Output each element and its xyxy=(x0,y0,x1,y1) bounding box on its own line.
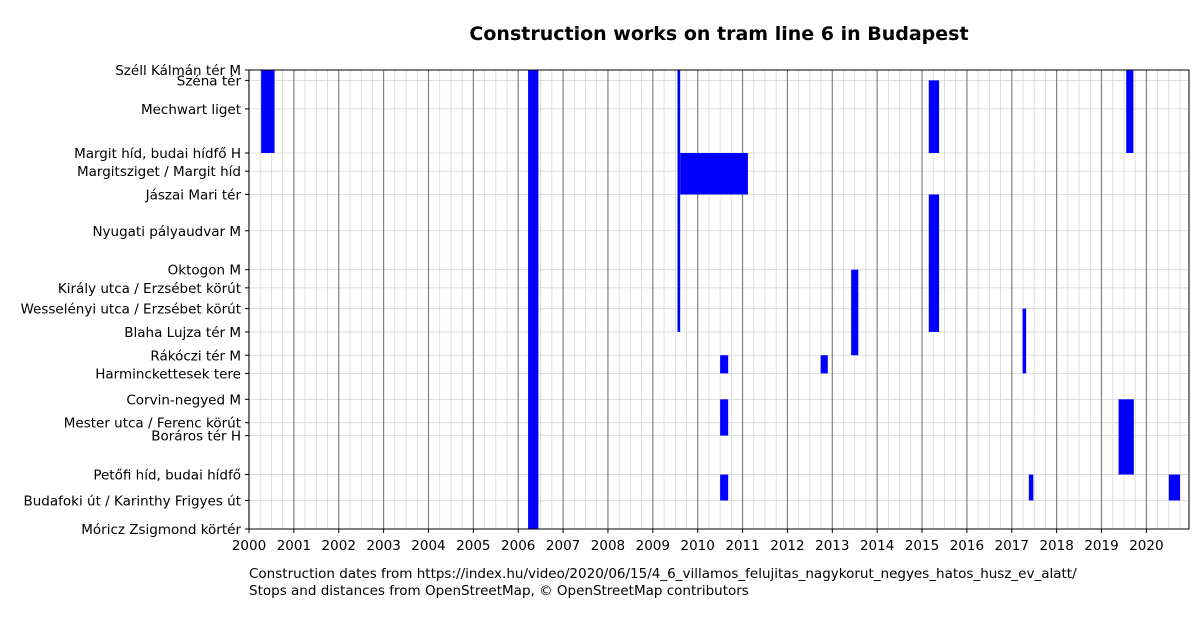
y-tick-label: Blaha Lujza tér M xyxy=(124,325,241,341)
plot-frame xyxy=(248,69,1190,530)
x-tick-label: 2012 xyxy=(770,538,804,554)
x-tick-label: 2008 xyxy=(591,538,625,554)
y-tick-label: Mechwart liget xyxy=(141,102,241,118)
x-tick-label: 2010 xyxy=(681,538,715,554)
work-bar xyxy=(928,80,940,153)
x-tick-label: 2013 xyxy=(815,538,849,554)
y-tick-label: Széll Kálmán tér M xyxy=(115,63,241,79)
work-bar xyxy=(720,474,729,501)
x-tick-label: 2015 xyxy=(905,538,939,554)
x-tick-label: 2017 xyxy=(995,538,1029,554)
y-tick-label: Rákóczi tér M xyxy=(150,348,241,364)
x-tick-label: 2011 xyxy=(725,538,759,554)
caption-line-construction-source: Construction dates from https://index.hu… xyxy=(249,566,1077,582)
work-bar xyxy=(1028,474,1034,501)
y-tick-label: Wesselényi utca / Erzsébet körút xyxy=(20,302,241,318)
y-tick-label: Corvin-negyed M xyxy=(126,392,241,408)
x-tick-label: 2002 xyxy=(322,538,356,554)
chart-title: Construction works on tram line 6 in Bud… xyxy=(469,23,968,45)
work-bar xyxy=(1022,308,1027,374)
y-tick-label: Mester utca / Ferenc körút xyxy=(64,416,241,432)
y-tick-label: Budafoki út / Karinthy Frigyes út xyxy=(23,493,241,509)
y-tick-label: Petőfi híd, budai hídfő xyxy=(93,468,241,484)
work-bar xyxy=(677,70,681,332)
y-tick-label: Harminckettesek tere xyxy=(95,366,241,382)
x-tick-label: 2016 xyxy=(950,538,984,554)
gantt-chart: Construction works on tram line 6 in Bud… xyxy=(20,23,1190,554)
work-bars xyxy=(261,70,1181,529)
work-bar xyxy=(1126,70,1134,153)
work-bar xyxy=(261,70,275,153)
y-tick-label: Jászai Mari tér xyxy=(145,187,242,203)
major-grid xyxy=(248,70,1147,529)
source-caption: Construction dates from https://index.hu… xyxy=(249,566,1077,600)
y-tick-label: Móricz Zsigmond körtér xyxy=(81,522,241,538)
x-tick-label: 2000 xyxy=(232,538,266,554)
caption-line-stops-source: Stops and distances from OpenStreetMap, … xyxy=(249,583,749,599)
x-tick-label: 2005 xyxy=(456,538,490,554)
work-bar xyxy=(928,194,940,332)
y-tick-label: Nyugati pályaudvar M xyxy=(92,224,241,240)
y-tick-label: Király utca / Erzsébet körút xyxy=(58,281,241,297)
work-bar xyxy=(1168,474,1181,501)
work-bar xyxy=(1118,399,1134,475)
y-tick-label: Margit híd, budai hídfő H xyxy=(74,146,241,162)
x-tick-label: 2020 xyxy=(1129,538,1163,554)
x-tick-label: 2018 xyxy=(1039,538,1073,554)
work-bar xyxy=(851,269,859,356)
work-bar xyxy=(720,399,729,436)
x-tick-label: 2001 xyxy=(277,538,311,554)
work-bar xyxy=(720,355,729,374)
x-tick-label: 2014 xyxy=(860,538,894,554)
x-tick-label: 2006 xyxy=(501,538,535,554)
y-tick-label: Oktogon M xyxy=(168,263,241,279)
x-tick-label: 2009 xyxy=(636,538,670,554)
x-tick-label: 2007 xyxy=(546,538,580,554)
x-axis-years: 2000 2001 2002 2003 2004 2005 2006 2007 2008 2009… xyxy=(232,529,1164,554)
x-tick-label: 2003 xyxy=(366,538,400,554)
work-bar xyxy=(820,355,828,374)
work-bar xyxy=(680,152,748,195)
minor-grid xyxy=(249,69,1189,530)
y-tick-label: Boráros tér H xyxy=(151,429,241,445)
work-bar xyxy=(528,70,539,529)
y-tick-label: Széna tér xyxy=(177,73,242,89)
y-tick-label: Margitsziget / Margit híd xyxy=(77,164,241,180)
x-tick-label: 2019 xyxy=(1084,538,1118,554)
x-tick-label: 2004 xyxy=(411,538,445,554)
